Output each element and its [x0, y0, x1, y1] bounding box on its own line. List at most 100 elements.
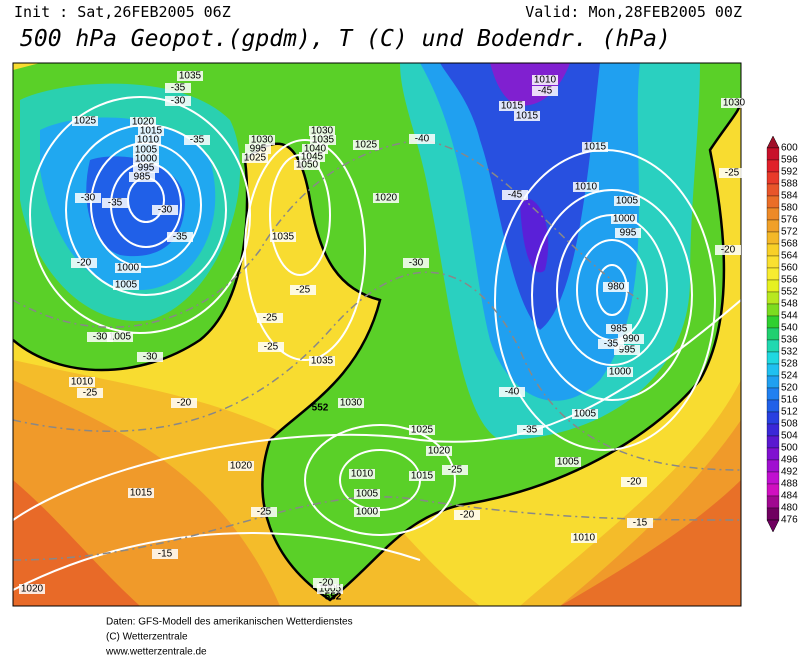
isobar-label-box: [618, 334, 644, 344]
temperature-label-box: [454, 510, 480, 520]
temperature-label: -25: [264, 342, 279, 353]
isobar-label: 1040: [304, 144, 327, 155]
colorbar-bin: [766, 183, 780, 197]
isobar-label: 1010: [351, 469, 374, 480]
isobar-label-box: [130, 117, 156, 127]
colorbar-label: 596: [781, 155, 798, 166]
isobar-label: 1000: [356, 507, 379, 518]
colorbar-label: 600: [781, 143, 798, 154]
temperature-label: -40: [415, 134, 430, 145]
temperature-label: -30: [171, 96, 186, 107]
temperature-label-box: [719, 168, 745, 178]
isobar-label-box: [245, 144, 271, 154]
colorbar-label: 532: [781, 347, 798, 358]
colorbar-label: 572: [781, 227, 798, 238]
colorbar-bin: [766, 291, 780, 305]
isobar-label-box: [249, 135, 275, 145]
isobar-label-box: [611, 214, 637, 224]
isobar-label-box: [426, 446, 452, 456]
colorbar-label: 484: [781, 491, 798, 502]
contour-552-label: 552: [312, 403, 329, 414]
isobar-label-box: [133, 163, 159, 173]
temperature-label-box: [627, 518, 653, 528]
isobar-label-box: [555, 457, 581, 467]
temperature-label: -30: [409, 258, 424, 269]
isobar-label: 1020: [230, 461, 253, 472]
isobar-label: 1005: [319, 584, 342, 595]
temperature-label: -35: [523, 425, 538, 436]
temperature-label-box: [621, 477, 647, 487]
temperature-label: -20: [319, 578, 334, 589]
isobar-label-box: [615, 228, 641, 238]
isobar-label-box: [309, 126, 335, 136]
temperature-label: -45: [508, 190, 523, 201]
temperature-label: -35: [190, 135, 205, 146]
isobar-label: 1015: [411, 471, 434, 482]
isobar-label-box: [129, 172, 155, 182]
isobar-label-box: [133, 154, 159, 164]
isobar-label: 1035: [272, 232, 295, 243]
temperature-label-box: [598, 339, 624, 349]
colorbar-bin: [766, 147, 780, 161]
isobar-label-box: [138, 126, 164, 136]
isobar-label-box: [302, 144, 328, 154]
temperature-label: -35: [171, 83, 186, 94]
isobar-label: 1025: [355, 140, 378, 151]
isobar-label: 1015: [501, 101, 524, 112]
isobar-label-box: [128, 488, 154, 498]
temperature-label: -35: [108, 198, 123, 209]
temperature-label: -45: [538, 86, 553, 97]
temperature-label: -30: [143, 352, 158, 363]
isobar-label: 1015: [584, 142, 607, 153]
temperature-label: -30: [81, 193, 96, 204]
colorbar-bin: [766, 231, 780, 245]
colorbar-label: 556: [781, 275, 798, 286]
isobar-label: 980: [608, 282, 625, 293]
isobar-label: 1015: [516, 111, 539, 122]
colorbar-label: 500: [781, 443, 798, 454]
isobar-label-box: [107, 332, 133, 342]
isobar-label-box: [317, 584, 343, 594]
temperature-label: -20: [721, 245, 736, 256]
valid-time: Valid: Mon,28FEB2005 00Z: [525, 3, 742, 21]
isobar-label-box: [294, 160, 320, 170]
colorbar-bin: [766, 315, 780, 329]
isobar-label-box: [373, 193, 399, 203]
isobar-label: 995: [619, 345, 636, 356]
isobar-label-box: [573, 182, 599, 192]
isobar-label-box: [409, 471, 435, 481]
temperature-label-box: [257, 313, 283, 323]
colorbar-bin: [766, 411, 780, 425]
temperature-label-box: [517, 425, 543, 435]
isobar-label: 995: [138, 163, 155, 174]
colorbar-bin: [766, 327, 780, 341]
footer-line: (C) Wetterzentrale: [106, 632, 188, 643]
colorbar-bin: [766, 507, 780, 521]
temperature-label-box: [87, 332, 113, 342]
colorbar-label: 528: [781, 359, 798, 370]
colorbar-bin: [766, 459, 780, 473]
colorbar-label: 584: [781, 191, 798, 202]
isobar-label: 1005: [616, 196, 639, 207]
isobar-label-box: [309, 356, 335, 366]
colorbar-bin: [766, 279, 780, 293]
isobar-label: 985: [611, 324, 628, 335]
colorbar-bin: [766, 255, 780, 269]
contour-552-label: 552: [325, 592, 342, 603]
temperature-label-box: [442, 465, 468, 475]
temperature-label: -25: [448, 465, 463, 476]
colorbar-label: 564: [781, 251, 798, 262]
temperature-label-box: [532, 86, 558, 96]
colorbar-label: 552: [781, 287, 798, 298]
isobar-label-box: [299, 152, 325, 162]
colorbar-label: 592: [781, 167, 798, 178]
isobar-label-box: [310, 135, 336, 145]
temperature-label-box: [409, 134, 435, 144]
colorbar-bottom-arrow: [766, 519, 780, 533]
colorbar-label: 588: [781, 179, 798, 190]
temperature-label: -15: [158, 549, 173, 560]
colorbar-bin: [766, 423, 780, 437]
temperature-label-box: [171, 398, 197, 408]
temperature-label-box: [499, 387, 525, 397]
temperature-label-box: [403, 258, 429, 268]
